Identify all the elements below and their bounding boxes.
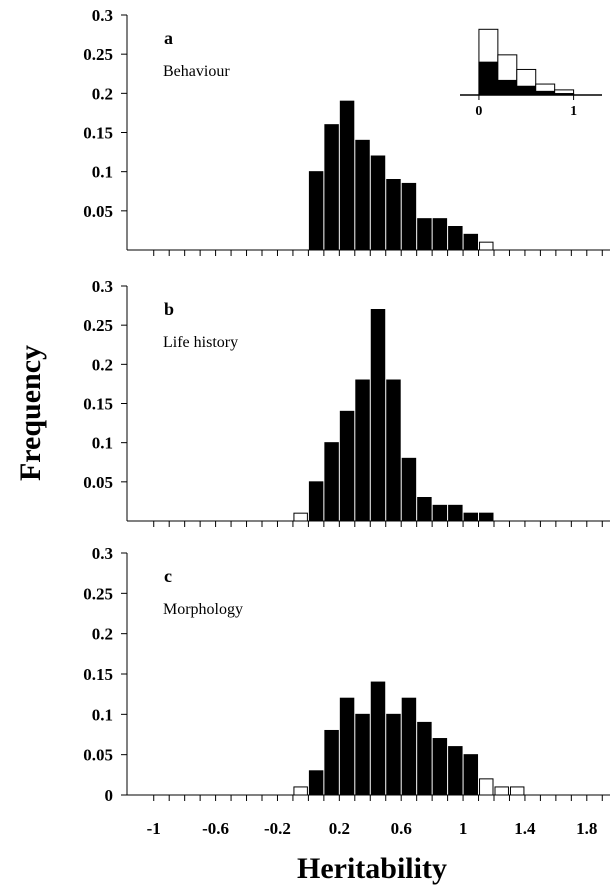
histogram-bar-filled <box>432 504 448 522</box>
x-axis-title: Heritability <box>297 852 447 885</box>
histogram-bar-filled <box>370 309 386 522</box>
panel-c: 0 0.05 0.1 0.15 0.2 0.25 0.3 c Morphology <box>83 544 610 805</box>
histogram-bar-open <box>479 778 494 796</box>
y-tick-label: 0.2 <box>92 625 113 644</box>
y-tick-label: 0.1 <box>92 705 113 724</box>
histogram-bar-filled <box>417 497 432 522</box>
y-tick-label: 0.3 <box>92 277 113 296</box>
x-tick-label: 1 <box>459 819 468 838</box>
histogram-bar-filled <box>308 481 324 522</box>
histogram-bar-open <box>293 512 308 522</box>
panel-b: 0.05 0.1 0.15 0.2 0.25 0.3 b Life history <box>83 277 610 527</box>
y-tick-label: 0.15 <box>83 124 113 143</box>
y-tick-label: 0.15 <box>83 395 113 414</box>
histogram-bar-filled <box>324 124 339 251</box>
y-tick-label: 0.15 <box>83 665 113 684</box>
histogram-bar-filled <box>386 713 401 796</box>
histogram-bar-filled <box>463 512 479 522</box>
histogram-bar-filled <box>432 738 448 796</box>
histogram-bar-filled <box>417 721 432 796</box>
y-tick-label: 0.05 <box>83 473 113 492</box>
histogram-bar-filled <box>401 697 417 796</box>
histogram-bar-filled <box>448 226 463 251</box>
x-tick-label: -0.2 <box>264 819 291 838</box>
y-tick-label: 0.25 <box>83 584 113 603</box>
panel-name: Behaviour <box>163 63 230 80</box>
y-tick-label: 0.1 <box>92 163 113 182</box>
histogram-bar-filled <box>417 218 432 251</box>
x-tick-label: 0.2 <box>329 819 350 838</box>
y-tick-label: 0.3 <box>92 544 113 563</box>
y-tick-label: 0.25 <box>83 316 113 335</box>
histogram-bar-filled <box>339 410 355 522</box>
panel-letter: c <box>164 566 172 586</box>
y-tick-label: 0 <box>105 786 114 805</box>
panel-name: Life history <box>163 334 238 351</box>
histogram-bar-filled <box>324 729 339 796</box>
x-tick-label: -0.6 <box>202 819 229 838</box>
y-axis-title: Frequency <box>14 345 47 481</box>
x-tick-label: 0.6 <box>391 819 412 838</box>
histogram-bar-filled <box>339 697 355 796</box>
x-tick-label: -1 <box>147 819 161 838</box>
histogram-bar-filled <box>355 139 370 251</box>
histogram-bar-filled <box>448 504 463 522</box>
y-tick-label: 0.1 <box>92 434 113 453</box>
y-tick-label: 0.3 <box>92 6 113 25</box>
histogram-bar-filled <box>479 512 494 522</box>
panel-name: Morphology <box>163 601 243 618</box>
inset-x-tick-label: 1 <box>570 104 577 119</box>
inset-bar-filled <box>497 79 518 96</box>
histogram-bar-filled <box>463 754 479 796</box>
inset-bar-filled <box>478 61 499 96</box>
y-tick-label: 0.2 <box>92 84 113 103</box>
histogram-bar-filled <box>448 746 463 796</box>
y-tick-label: 0.25 <box>83 45 113 64</box>
histogram-bar-open <box>293 786 308 796</box>
histogram-bar-filled <box>401 457 417 522</box>
histogram-bar-filled <box>386 379 401 522</box>
y-tick-label: 0.05 <box>83 202 113 221</box>
y-tick-label: 0.05 <box>83 746 113 765</box>
histogram-bar-filled <box>308 171 324 251</box>
histogram-bar-open <box>494 786 509 796</box>
histogram-bar-filled <box>401 182 417 251</box>
x-tick-label: 1.8 <box>576 819 597 838</box>
x-tick-label: 1.4 <box>514 819 536 838</box>
histogram-bar-open <box>479 241 494 251</box>
histogram-bar-filled <box>432 218 448 251</box>
histogram-bar-filled <box>339 100 355 251</box>
panel-letter: a <box>164 28 173 48</box>
inset-x-tick-label: 0 <box>475 104 482 119</box>
panel-letter: b <box>164 299 174 319</box>
histogram-bar-filled <box>370 681 386 796</box>
histogram-bar-filled <box>463 233 479 251</box>
histogram-bar-open <box>509 786 525 796</box>
histogram-bar-filled <box>370 155 386 251</box>
histogram-bar-filled <box>324 442 339 522</box>
histogram-bar-filled <box>308 770 324 796</box>
inset-bar-filled <box>516 85 537 96</box>
y-tick-label: 0.2 <box>92 355 113 374</box>
histogram-bar-filled <box>355 379 370 522</box>
histogram-bar-filled <box>386 179 401 251</box>
histogram-bar-filled <box>355 713 370 796</box>
